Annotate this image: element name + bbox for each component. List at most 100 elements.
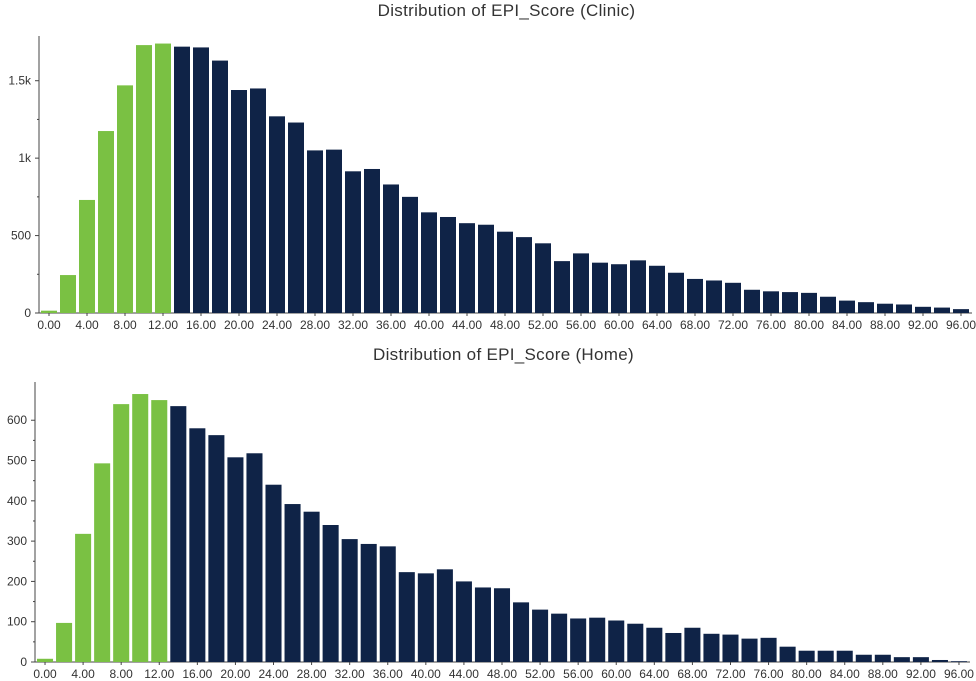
histogram-bar bbox=[155, 43, 171, 314]
x-tick-label: 96.00 bbox=[944, 667, 974, 681]
x-tick-label: 12.00 bbox=[144, 667, 174, 681]
x-tick-label: 40.00 bbox=[411, 667, 441, 681]
histogram-bar bbox=[896, 304, 912, 313]
histogram-bar bbox=[227, 457, 244, 662]
x-tick-label: 8.00 bbox=[110, 667, 134, 681]
histogram-bar bbox=[174, 46, 190, 314]
y-tick-label: 0 bbox=[24, 306, 31, 320]
histogram-bar bbox=[687, 278, 703, 313]
histogram-bar bbox=[931, 659, 948, 662]
home-histogram: Distribution of EPI_Score (Home) 0 100 200… bbox=[7, 345, 974, 681]
histogram-bar bbox=[364, 168, 380, 313]
histogram-bar bbox=[231, 90, 247, 313]
histogram-bar bbox=[532, 609, 549, 662]
chart-title: Distribution of EPI_Score (Clinic) bbox=[378, 1, 636, 20]
histogram-bar bbox=[402, 196, 418, 313]
histogram-bar bbox=[589, 617, 606, 662]
histogram-bar bbox=[303, 511, 320, 662]
x-tick-label: 76.00 bbox=[754, 667, 784, 681]
chart-title: Distribution of EPI_Score (Home) bbox=[373, 345, 634, 364]
x-tick-label: 20.00 bbox=[224, 318, 254, 332]
histogram-bar bbox=[744, 289, 760, 313]
histogram-bar bbox=[915, 306, 931, 313]
histogram-bar bbox=[440, 216, 456, 313]
histogram-bar bbox=[212, 60, 228, 313]
histogram-bar bbox=[535, 243, 551, 313]
histogram-bar bbox=[725, 282, 741, 313]
histogram-bar bbox=[801, 292, 817, 313]
x-tick-label: 84.00 bbox=[832, 318, 862, 332]
histogram-bar bbox=[455, 581, 472, 662]
histogram-bar bbox=[934, 307, 950, 313]
histogram-bar bbox=[60, 275, 76, 313]
histogram-bar bbox=[611, 264, 627, 313]
x-tick-label: 48.00 bbox=[490, 318, 520, 332]
x-tick-label: 36.00 bbox=[376, 318, 406, 332]
histogram-bar bbox=[570, 618, 587, 662]
histogram-bar bbox=[326, 149, 342, 313]
histogram-bar bbox=[98, 131, 114, 313]
histogram-bar bbox=[820, 296, 836, 313]
x-tick-label: 28.00 bbox=[297, 667, 327, 681]
y-tick-label: 1k bbox=[18, 151, 32, 165]
histogram-bar bbox=[478, 224, 494, 313]
histogram-bar bbox=[474, 587, 491, 662]
histogram-bar bbox=[265, 484, 282, 662]
histogram-bar bbox=[246, 453, 263, 662]
x-tick-label: 96.00 bbox=[946, 318, 976, 332]
x-tick-label: 12.00 bbox=[148, 318, 178, 332]
x-tick-label: 88.00 bbox=[870, 318, 900, 332]
x-tick-label: 60.00 bbox=[604, 318, 634, 332]
histogram-bar bbox=[436, 569, 453, 662]
histogram-bar bbox=[836, 650, 853, 662]
histogram-bar bbox=[421, 212, 437, 313]
histogram-bar bbox=[798, 650, 815, 662]
histogram-bar bbox=[189, 428, 206, 662]
y-tick-label: 400 bbox=[7, 494, 27, 508]
histogram-bar bbox=[668, 272, 684, 313]
histogram-bar bbox=[513, 602, 530, 662]
histogram-bar bbox=[646, 627, 663, 662]
histogram-bar bbox=[117, 85, 133, 313]
clinic-histogram: Distribution of EPI_Score (Clinic) 0 500 1… bbox=[8, 1, 976, 332]
x-tick-label: 44.00 bbox=[452, 318, 482, 332]
histogram-bar bbox=[950, 661, 967, 662]
histogram-bar bbox=[75, 533, 92, 662]
histogram-bar bbox=[665, 632, 682, 662]
x-tick-label: 88.00 bbox=[868, 667, 898, 681]
histogram-bar bbox=[839, 300, 855, 313]
x-tick-label: 16.00 bbox=[182, 667, 212, 681]
histogram-bar bbox=[417, 573, 434, 662]
histogram-bar bbox=[760, 637, 777, 662]
y-tick-label: 100 bbox=[7, 615, 27, 629]
y-tick-label: 500 bbox=[7, 454, 27, 468]
histogram-bar bbox=[360, 543, 377, 662]
x-tick-label: 40.00 bbox=[414, 318, 444, 332]
histogram-bar bbox=[497, 231, 513, 313]
histogram-bar bbox=[877, 303, 893, 313]
y-tick-label: 600 bbox=[7, 413, 27, 427]
histogram-bar bbox=[551, 613, 568, 662]
histogram-bar bbox=[703, 633, 720, 662]
histogram-bar bbox=[573, 253, 589, 313]
histogram-bar bbox=[136, 45, 152, 313]
histogram-bar bbox=[493, 588, 511, 662]
histogram-bar bbox=[322, 525, 339, 662]
histogram-bar bbox=[113, 404, 130, 662]
histogram-bar bbox=[893, 657, 910, 662]
histogram-bar bbox=[208, 435, 225, 662]
histogram-bar bbox=[554, 261, 570, 313]
histogram-bar bbox=[855, 654, 872, 662]
x-tick-label: 72.00 bbox=[715, 667, 745, 681]
x-tick-label: 92.00 bbox=[906, 667, 936, 681]
x-tick-label: 24.00 bbox=[258, 667, 288, 681]
histogram-bar bbox=[193, 47, 209, 314]
histogram-bar bbox=[779, 646, 796, 662]
histogram-bar bbox=[630, 260, 646, 313]
x-tick-label: 4.00 bbox=[75, 318, 99, 332]
histogram-bar bbox=[383, 184, 399, 313]
x-tick-label: 36.00 bbox=[373, 667, 403, 681]
x-tick-label: 64.00 bbox=[639, 667, 669, 681]
y-tick-label: 300 bbox=[7, 534, 27, 548]
histogram-bar bbox=[763, 291, 779, 313]
